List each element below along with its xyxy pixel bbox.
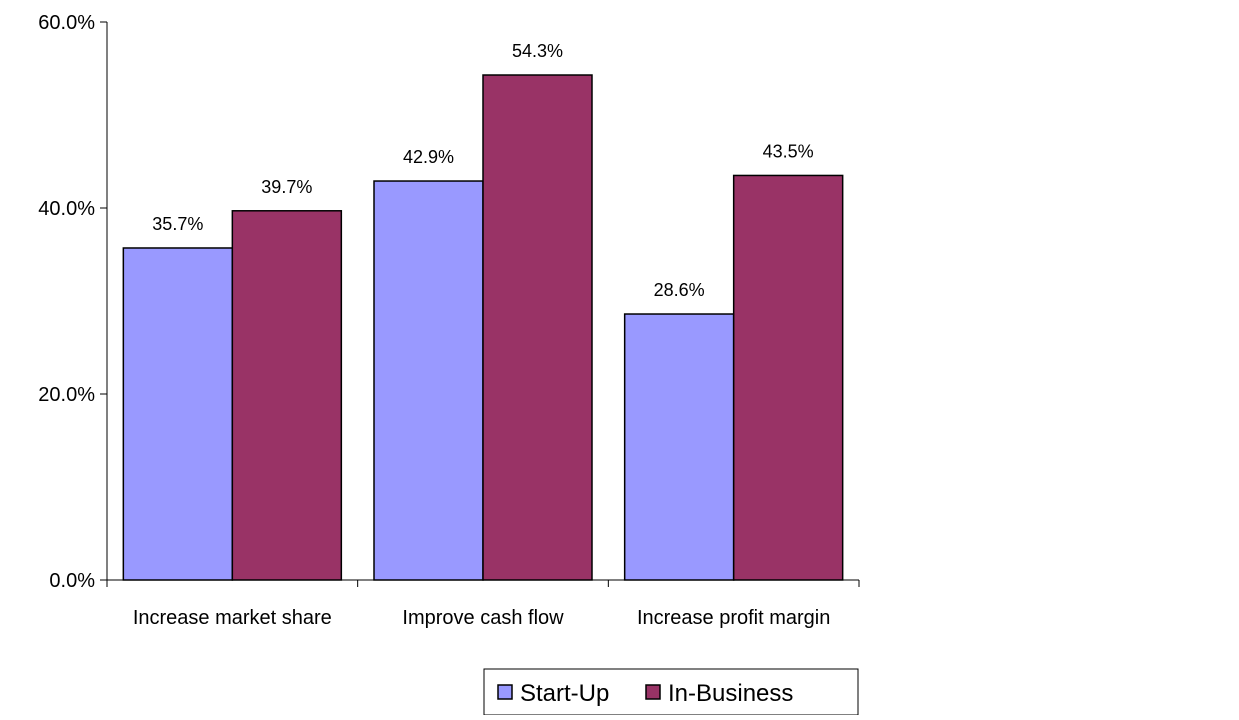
- data-labels: 35.7% 39.7% 42.9% 54.3% 28.6% 43.5%: [152, 41, 813, 300]
- x-category-label: Improve cash flow: [402, 607, 564, 629]
- y-tick-label: 60.0%: [38, 12, 95, 34]
- x-axis: Increase market share Improve cash flow In…: [106, 579, 860, 629]
- data-label: 35.7%: [152, 214, 203, 234]
- bar-in-business: [732, 174, 844, 581]
- bar-start-up: [623, 313, 735, 581]
- y-tick-label: 40.0%: [38, 198, 95, 220]
- y-tick-label: 0.0%: [49, 570, 95, 592]
- bars: [122, 74, 844, 581]
- legend-swatch: [645, 684, 661, 700]
- data-label: 42.9%: [403, 147, 454, 167]
- legend-box: [483, 668, 859, 716]
- data-label: 28.6%: [654, 280, 705, 300]
- bar-start-up: [373, 180, 484, 581]
- y-axis: 0.0% 20.0% 40.0% 60.0%: [38, 12, 108, 592]
- y-tick-label: 20.0%: [38, 384, 95, 406]
- legend-label: Start-Up: [520, 680, 609, 707]
- bar-start-up: [122, 247, 234, 581]
- legend-label: In-Business: [668, 680, 793, 707]
- data-label: 54.3%: [512, 41, 563, 61]
- bar-in-business: [231, 210, 343, 581]
- bar-in-business: [482, 74, 593, 581]
- legend: Start-Up In-Business: [483, 668, 859, 716]
- x-category-label: Increase market share: [133, 607, 332, 629]
- data-label: 43.5%: [763, 141, 814, 161]
- x-category-label: Increase profit margin: [637, 607, 830, 629]
- data-label: 39.7%: [261, 177, 312, 197]
- legend-swatch: [497, 684, 513, 700]
